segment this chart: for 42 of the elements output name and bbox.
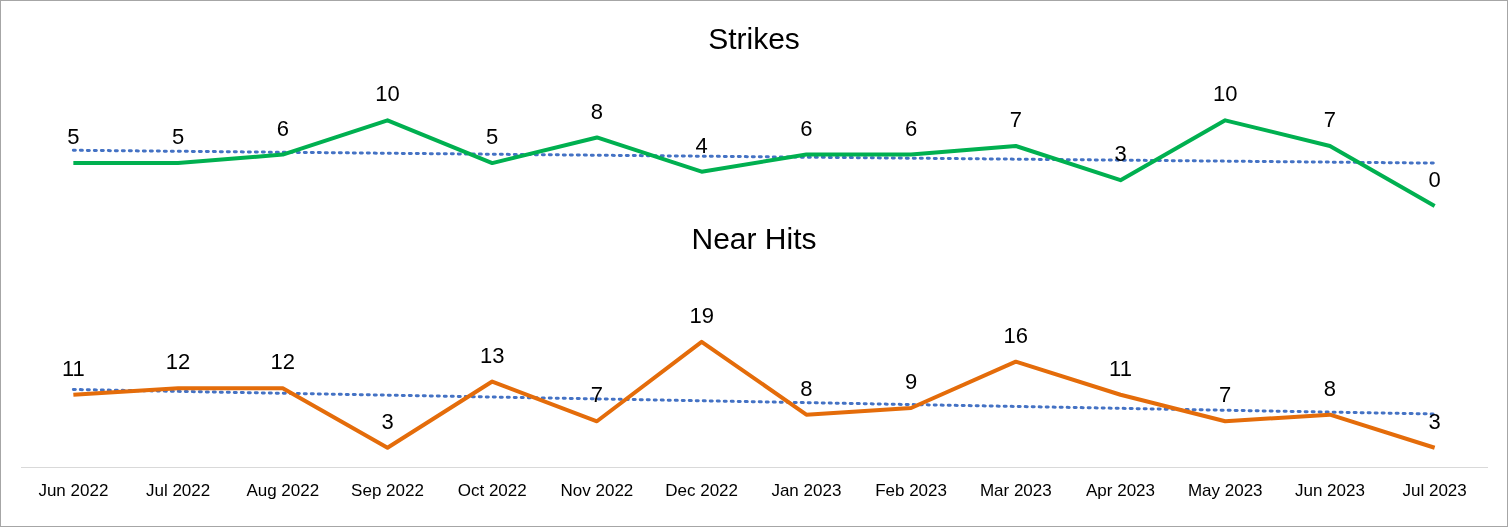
data-label: 8 [1323,375,1337,401]
x-tick-label: Jun 2022 [38,481,109,501]
x-tick-label: Mar 2023 [979,481,1052,501]
data-label: 6 [904,115,918,141]
data-label: 8 [800,375,813,401]
data-label: 10 [1212,81,1238,107]
data-label: 5 [67,124,80,150]
x-tick-label: Sep 2022 [351,481,424,501]
x-tick-label: Jan 2023 [771,481,842,501]
data-label: 9 [904,369,918,395]
data-label: 6 [800,115,813,141]
data-label: 16 [1003,322,1029,348]
x-tick-label: Oct 2022 [457,481,527,501]
data-label: 7 [1009,107,1022,133]
data-label: 6 [276,115,289,141]
x-tick-label: Apr 2023 [1086,481,1155,501]
data-label: 7 [1219,382,1232,408]
x-tick-label: Jul 2023 [1402,481,1467,501]
chart-title: Strikes [708,22,800,56]
data-label: 13 [479,342,505,368]
data-label: 0 [1428,166,1441,192]
x-tick-label: Aug 2022 [246,481,320,501]
data-label: 11 [1109,355,1132,381]
data-label: 8 [590,98,604,124]
data-label: 10 [375,81,400,107]
data-label: 5 [171,124,185,150]
x-tick-label: Dec 2022 [665,481,739,501]
chart-title: Near Hits [691,222,817,256]
data-label: 11 [61,355,85,381]
data-label: 12 [165,349,191,375]
data-label: 19 [689,302,714,328]
data-label: 7 [1323,107,1337,133]
data-label: 3 [1428,408,1441,434]
data-label: 4 [695,132,708,158]
x-tick-label: Jun 2023 [1294,481,1365,501]
data-label: 3 [381,408,394,434]
x-tick-label: May 2023 [1187,481,1263,501]
x-tick-label: Nov 2022 [560,481,634,501]
x-tick-label: Feb 2023 [875,481,947,501]
data-label: 12 [270,349,296,375]
data-label: 5 [486,124,499,150]
x-tick-label: Jul 2022 [145,481,211,501]
